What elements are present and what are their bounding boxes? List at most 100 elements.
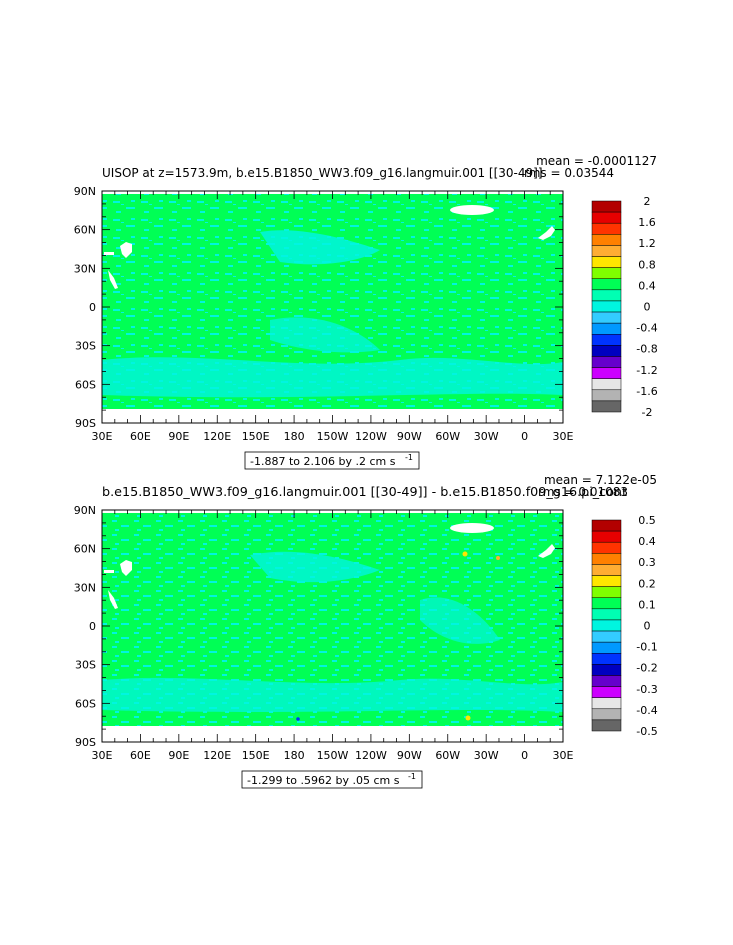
colorbar-label: 0.3	[638, 556, 656, 569]
range-box-2: -1.299 to .5962 by .05 cm s -1	[241, 770, 423, 789]
colorbar-swatch	[591, 697, 622, 710]
colorbar-label: -1.2	[636, 364, 657, 377]
colorbar-label: 2	[644, 195, 651, 208]
map-2-lat-labels: 90N 60N 30N 0 30S 60S 90S	[74, 504, 96, 749]
lon-label: 60W	[435, 430, 460, 443]
lon-label: 30E	[553, 430, 574, 443]
colorbar-label: 0.1	[638, 598, 656, 611]
colorbar-swatch	[591, 630, 622, 643]
colorbar-2	[591, 519, 622, 732]
lat-label: 90N	[74, 185, 96, 198]
colorbar-swatch	[591, 222, 622, 235]
colorbar-swatch	[591, 267, 622, 279]
colorbar-swatch	[591, 378, 622, 391]
map-2-spot-south-pacific	[296, 717, 300, 721]
panel-2-mean: mean = 7.122e-05	[544, 473, 657, 487]
map-1-lon-labels: 30E 60E 90E 120E 150E 180 150W 120W 90W 60W 30W 0 30…	[92, 430, 574, 443]
colorbar-swatch	[591, 334, 622, 346]
lon-label: 180	[284, 749, 305, 762]
panel-2-rms: rms = 0.01083	[538, 485, 628, 499]
colorbar-swatch	[591, 367, 622, 379]
colorbar-swatch	[591, 619, 622, 632]
colorbar-label: 0.4	[638, 535, 656, 548]
lat-label: 30S	[75, 659, 96, 672]
lon-label: 30E	[92, 430, 113, 443]
colorbar-swatch	[591, 289, 622, 302]
lon-label: 30E	[92, 749, 113, 762]
map-2-spot-north-atlantic	[462, 551, 468, 557]
lon-label: 30W	[474, 430, 499, 443]
lat-label: 30N	[74, 581, 96, 594]
lat-label: 90N	[74, 504, 96, 517]
lon-label: 90E	[168, 749, 189, 762]
colorbar-swatch	[591, 575, 622, 587]
colorbar-swatch	[591, 400, 622, 413]
colorbar-swatch	[591, 597, 622, 610]
colorbar-swatch	[591, 245, 622, 257]
colorbar-label: -2	[642, 406, 653, 419]
colorbar-swatch	[591, 300, 622, 313]
colorbar-label: 0	[644, 301, 651, 314]
colorbar-swatch	[591, 200, 622, 213]
colorbar-swatch	[591, 553, 622, 565]
colorbar-1-labels: 2 1.6 1.2 0.8 0.4 0 -0.4 -0.8 -1.2 -1.6 -2	[636, 195, 657, 419]
lon-label: 150W	[317, 430, 349, 443]
lon-label: 0	[521, 430, 528, 443]
colorbar-swatch	[591, 356, 622, 368]
lat-label: 90S	[75, 736, 96, 749]
lon-label: 120W	[355, 430, 387, 443]
colorbar-swatch	[591, 211, 622, 224]
panel-1-title: UISOP at z=1573.9m, b.e15.B1850_WW3.f09_…	[102, 166, 543, 180]
map-2-spot-north-atlantic-2	[496, 556, 500, 560]
panel-1: UISOP at z=1573.9m, b.e15.B1850_WW3.f09_…	[74, 154, 658, 470]
colorbar-label: 1.6	[638, 216, 656, 229]
colorbar-swatch	[591, 234, 622, 246]
colorbar-swatch	[591, 256, 622, 268]
colorbar-swatch	[591, 641, 622, 654]
map-1-lat-labels: 90N 60N 30N 0 30S 60S 90S	[74, 185, 96, 430]
colorbar-swatch	[591, 586, 622, 598]
map-2-border	[101, 509, 564, 743]
colorbar-swatch	[591, 719, 622, 732]
colorbar-label: 0	[644, 620, 651, 633]
colorbar-swatch	[591, 686, 622, 698]
lat-label: 60N	[74, 543, 96, 556]
panel-1-mean: mean = -0.0001127	[536, 154, 657, 168]
map-2-lon-labels: 30E 60E 90E 120E 150E 180 150W 120W 90W 60W 30W 0 30…	[92, 749, 574, 762]
lon-label: 30E	[553, 749, 574, 762]
map-1-land-greenland	[450, 205, 494, 215]
colorbar-label: 0.4	[638, 279, 656, 292]
lat-label: 0	[89, 301, 96, 314]
map-1-land-scandinavia	[538, 226, 555, 240]
map-2	[101, 509, 564, 743]
colorbar-label: -0.3	[636, 683, 657, 696]
map-1-neg-region-south-pacific	[270, 317, 380, 353]
lon-label: 90W	[397, 749, 422, 762]
colorbar-label: -0.4	[636, 704, 657, 717]
map-1-lon-ticks	[101, 191, 564, 423]
range-exp-1: -1	[405, 453, 413, 462]
colorbar-label: 0.8	[638, 258, 656, 271]
colorbar-swatch	[591, 389, 622, 402]
colorbar-swatch	[591, 653, 622, 665]
colorbar-swatch	[591, 608, 622, 621]
map-2-neg-region-atlantic	[420, 597, 500, 644]
lat-label: 30S	[75, 340, 96, 353]
panel-2: b.e15.B1850_WW3.f09_g16.langmuir.001 [[3…	[74, 473, 658, 789]
lon-label: 180	[284, 430, 305, 443]
colorbar-label: -1.6	[636, 385, 657, 398]
range-box-1: -1.887 to 2.106 by .2 cm s -1	[244, 451, 420, 470]
lon-label: 90W	[397, 430, 422, 443]
colorbar-label: -0.4	[636, 322, 657, 335]
lat-label: 0	[89, 620, 96, 633]
colorbar-label: 1.2	[638, 237, 656, 250]
map-2-neg-region-north-pacific	[250, 551, 380, 583]
lon-label: 30W	[474, 749, 499, 762]
colorbar-swatch	[591, 564, 622, 576]
panel-2-title: b.e15.B1850_WW3.f09_g16.langmuir.001 [[3…	[102, 485, 627, 499]
colorbar-swatch	[591, 311, 622, 324]
colorbar-label: -0.2	[636, 662, 657, 675]
range-label-1: -1.887 to 2.106 by .2 cm s	[250, 455, 396, 468]
lat-label: 60S	[75, 378, 96, 391]
lon-label: 60E	[130, 430, 151, 443]
